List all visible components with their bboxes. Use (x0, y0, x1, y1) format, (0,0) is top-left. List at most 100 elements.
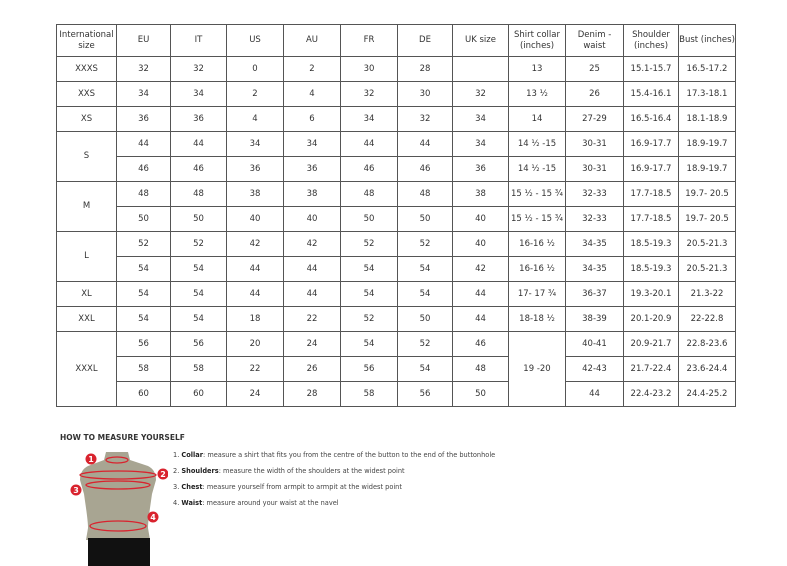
table-cell: 4 (283, 81, 341, 107)
table-cell: 21.3-22 (678, 281, 736, 307)
table-cell: 34 (283, 131, 341, 157)
shorts (88, 538, 150, 566)
marker-4: 4 (147, 511, 159, 523)
table-cell: 36 (170, 106, 227, 132)
table-row: 54 54 44 44 54 54 42 16-16 ½ 34-35 18.5-19.3 20.5-… (57, 256, 736, 282)
table-cell: 36 (226, 156, 284, 182)
table-cell: 34 (452, 131, 509, 157)
svg-text:3: 3 (73, 486, 79, 495)
table-cell: 20.1-20.9 (623, 306, 679, 332)
table-cell: 30 (397, 81, 453, 107)
table-cell: 26 (283, 356, 341, 382)
cell-collar: 19 -20 (508, 331, 566, 407)
step-shoulders: 2. Shoulders: measure the width of the s… (173, 467, 405, 475)
table-cell: 18.9-19.7 (678, 156, 736, 182)
table-cell: 54 (170, 281, 227, 307)
table-cell: 50 (340, 206, 398, 232)
table-cell: 16-16 ½ (508, 231, 566, 257)
how-to-measure-title: HOW TO MEASURE YOURSELF (60, 433, 185, 442)
table-cell: 32 (452, 81, 509, 107)
table-cell: 58 (170, 356, 227, 382)
table-cell: 44 (397, 131, 453, 157)
table-cell: 21.7-22.4 (623, 356, 679, 382)
measure-steps: 1. Collar: measure a shirt that fits you… (173, 451, 495, 515)
table-cell: 19.3-20.1 (623, 281, 679, 307)
column-header: Shirt collar (inches) (508, 24, 566, 57)
table-cell: 18.5-19.3 (623, 256, 679, 282)
torso-measurement-figure: 1 2 3 4 (70, 452, 168, 566)
step-chest: 3. Chest: measure yourself from armpit t… (173, 483, 402, 491)
table-cell: 34 (170, 81, 227, 107)
svg-text:4: 4 (150, 513, 156, 522)
table-cell: 44 (283, 256, 341, 282)
table-cell: 32-33 (565, 206, 624, 232)
table-cell: 46 (452, 331, 509, 357)
column-header: US (226, 24, 284, 57)
table-cell: 34-35 (565, 231, 624, 257)
table-cell: 40 (283, 206, 341, 232)
table-cell: 28 (283, 381, 341, 407)
table-cell: 18.9-19.7 (678, 131, 736, 157)
table-cell: 14 (508, 106, 566, 132)
table-cell: 44 (565, 381, 624, 407)
table-cell: 46 (170, 156, 227, 182)
size-chart-table: International size EU IT US AU FR DE UK size Shi… (56, 24, 736, 407)
table-cell: 34-35 (565, 256, 624, 282)
table-cell: 54 (340, 256, 398, 282)
table-cell: 42 (452, 256, 509, 282)
table-cell: 18-18 ½ (508, 306, 566, 332)
table-cell: 54 (116, 306, 171, 332)
table-cell: 20 (226, 331, 284, 357)
table-cell: 54 (170, 256, 227, 282)
table-cell: 54 (397, 356, 453, 382)
table-cell: 56 (397, 381, 453, 407)
table-cell: 17.7-18.5 (623, 181, 679, 207)
table-cell: 14 ½ -15 (508, 156, 566, 182)
table-cell: 44 (226, 281, 284, 307)
table-cell: 32 (170, 56, 227, 82)
table-cell: 32-33 (565, 181, 624, 207)
table-cell: 50 (397, 206, 453, 232)
size-label: XS (56, 106, 117, 132)
table-cell: 52 (340, 231, 398, 257)
table-cell: 48 (170, 181, 227, 207)
table-cell: 0 (226, 56, 284, 82)
table-cell: 42 (283, 231, 341, 257)
table-cell: 44 (452, 281, 509, 307)
table-row: XXXL 56 56 20 24 54 52 46 19 -20 40-41 20.9-21.7 22… (56, 331, 736, 407)
table-cell: 15 ½ - 15 ¾ (508, 181, 566, 207)
table-cell: 44 (226, 256, 284, 282)
table-cell: 48 (340, 181, 398, 207)
table-cell: 46 (116, 156, 171, 182)
table-cell: 44 (170, 131, 227, 157)
table-cell: 38 (226, 181, 284, 207)
table-cell: 25 (565, 56, 624, 82)
table-row: XS 36 36 4 6 34 32 34 14 27-29 16.5-16.4 18.1-18.9 (56, 106, 736, 132)
table-cell: 32 (116, 56, 171, 82)
table-cell: 30-31 (565, 131, 624, 157)
table-cell: 26 (565, 81, 624, 107)
table-cell: 56 (340, 356, 398, 382)
table-cell: 17.7-18.5 (623, 206, 679, 232)
table-cell: 44 (116, 131, 171, 157)
table-cell: 58 (340, 381, 398, 407)
table-cell: 52 (170, 231, 227, 257)
svg-text:2: 2 (160, 470, 166, 479)
table-cell: 22.4-23.2 (623, 381, 679, 407)
table-row: XL 54 54 44 44 54 54 44 17- 17 ¾ 36-37 19.3-20.1 21… (56, 281, 736, 307)
table-cell: 28 (397, 56, 453, 82)
table-cell: 18 (226, 306, 284, 332)
column-header: Shoulder (inches) (623, 24, 679, 57)
table-cell: 18.1-18.9 (678, 106, 736, 132)
table-cell: 56 (170, 331, 227, 357)
column-header: IT (170, 24, 227, 57)
size-label: XXS (56, 81, 117, 107)
table-cell: 44 (340, 131, 398, 157)
column-header: DE (397, 24, 453, 57)
table-cell: 42-43 (565, 356, 624, 382)
table-cell: 36 (116, 106, 171, 132)
column-header: Denim - waist (565, 24, 624, 57)
table-row: 58 58 22 26 56 54 48 42-43 21.7-22.4 23.6-24.4 (57, 356, 736, 382)
table-cell: 50 (116, 206, 171, 232)
table-cell: 17- 17 ¾ (508, 281, 566, 307)
